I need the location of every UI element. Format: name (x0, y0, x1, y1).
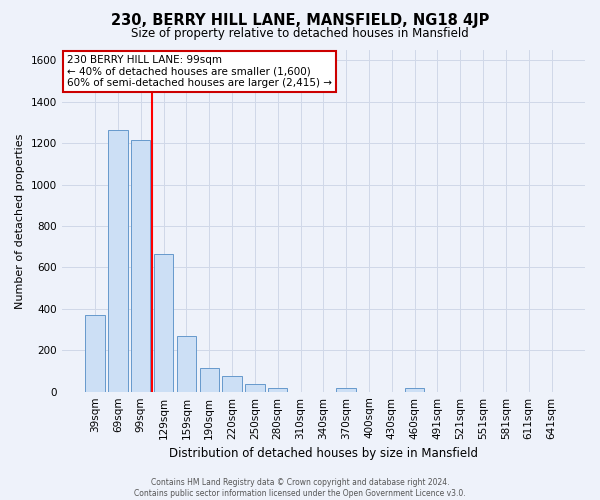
Bar (85, 315, 105, 392)
Bar (154, 254, 173, 392)
Text: 230 BERRY HILL LANE: 99sqm
← 40% of detached houses are smaller (1,600)
60% of s: 230 BERRY HILL LANE: 99sqm ← 40% of deta… (67, 55, 332, 88)
Bar (177, 336, 196, 392)
Bar (405, 388, 424, 392)
Text: Contains HM Land Registry data © Crown copyright and database right 2024.
Contai: Contains HM Land Registry data © Crown c… (134, 478, 466, 498)
Bar (108, 130, 128, 392)
Bar (337, 388, 356, 392)
Bar (200, 368, 219, 392)
Bar (268, 388, 287, 392)
Bar (131, 140, 151, 392)
Text: Size of property relative to detached houses in Mansfield: Size of property relative to detached ho… (131, 28, 469, 40)
Bar (245, 384, 265, 392)
Text: 230, BERRY HILL LANE, MANSFIELD, NG18 4JP: 230, BERRY HILL LANE, MANSFIELD, NG18 4J… (111, 12, 489, 28)
Bar (223, 376, 242, 392)
Y-axis label: Number of detached properties: Number of detached properties (15, 133, 25, 308)
X-axis label: Distribution of detached houses by size in Mansfield: Distribution of detached houses by size … (169, 447, 478, 460)
